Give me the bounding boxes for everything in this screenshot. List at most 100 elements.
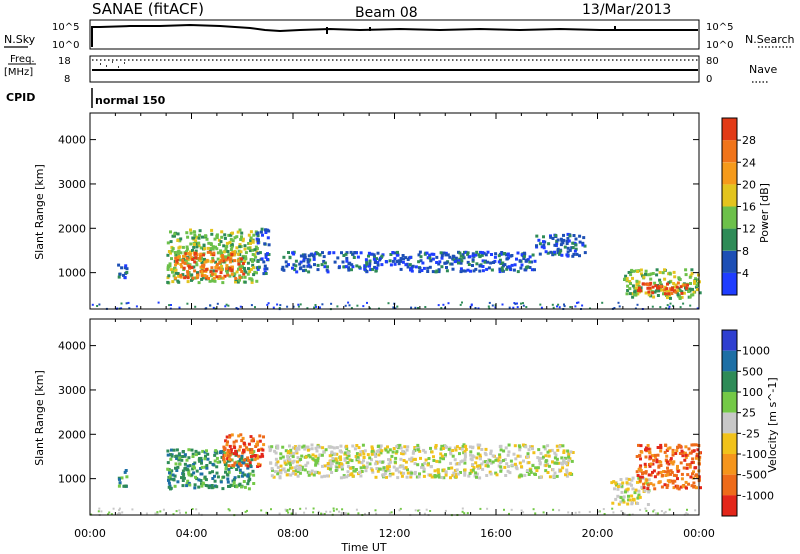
range-cell: [498, 453, 502, 457]
ground-cell: [110, 513, 113, 516]
range-cell: [459, 254, 463, 258]
y-tick-label: 3000: [58, 178, 86, 191]
range-cell: [255, 442, 259, 446]
range-cell: [447, 466, 451, 470]
range-cell: [646, 485, 650, 489]
range-cell: [535, 234, 539, 238]
range-cell: [285, 264, 289, 268]
ground-cell: [639, 508, 642, 511]
range-cell: [314, 252, 318, 256]
range-cell: [327, 445, 331, 449]
range-cell: [200, 484, 204, 488]
ground-cell: [246, 509, 248, 512]
range-cell: [440, 444, 444, 448]
range-cell: [694, 285, 698, 289]
range-cell: [489, 261, 493, 265]
range-cell: [190, 473, 194, 477]
range-cell: [684, 480, 688, 484]
range-cell: [166, 467, 170, 471]
range-cell: [340, 450, 344, 454]
range-cell: [622, 495, 626, 499]
range-cell: [653, 475, 657, 479]
range-cell: [611, 501, 615, 505]
range-cell: [370, 452, 374, 456]
range-cell: [230, 466, 234, 469]
range-cell: [185, 247, 189, 251]
range-cell: [538, 456, 542, 460]
range-cell: [450, 262, 454, 266]
range-cell: [350, 459, 354, 463]
range-cell: [380, 263, 384, 267]
range-cell: [478, 443, 482, 447]
range-cell: [456, 472, 460, 476]
range-cell: [330, 445, 334, 449]
range-cell: [176, 257, 180, 261]
range-cell: [248, 270, 252, 274]
range-cell: [370, 445, 374, 449]
range-cell: [550, 448, 554, 452]
range-cell: [221, 254, 225, 258]
noise-spikes: [326, 26, 616, 34]
range-cell: [359, 474, 363, 478]
range-cell: [240, 485, 243, 489]
range-cell: [193, 483, 197, 487]
range-cell: [548, 475, 552, 479]
range-cell: [174, 466, 177, 470]
range-cell: [347, 454, 351, 458]
range-cell: [177, 274, 181, 278]
range-cell: [417, 475, 421, 479]
range-cell: [542, 240, 545, 244]
range-cell: [192, 245, 196, 249]
ground-cell: [356, 304, 359, 307]
range-cell: [232, 478, 236, 482]
range-cell: [635, 283, 639, 287]
range-cell: [243, 485, 247, 489]
range-cell: [542, 243, 546, 247]
range-cell: [211, 470, 214, 474]
noise-right-bottom-tick: 10^0: [706, 40, 733, 51]
range-cell: [402, 471, 406, 475]
range-cell: [480, 448, 484, 451]
range-cell: [238, 482, 242, 486]
range-cell: [173, 484, 177, 488]
range-cell: [630, 292, 634, 296]
range-cell: [232, 481, 236, 484]
range-cell: [185, 231, 189, 235]
range-cell: [562, 233, 565, 237]
ground-cell: [121, 511, 124, 514]
range-cell: [168, 469, 172, 473]
range-cell: [394, 468, 398, 472]
range-cell: [221, 276, 225, 280]
range-cell: [558, 445, 562, 449]
range-cell: [295, 464, 299, 468]
range-cell: [188, 253, 192, 257]
range-cell: [474, 471, 478, 475]
range-cell: [398, 465, 402, 469]
range-cell: [227, 233, 231, 237]
range-cell: [282, 255, 286, 259]
ground-cell: [686, 513, 689, 516]
range-cell: [424, 458, 428, 462]
range-cell: [344, 451, 348, 455]
range-cell: [561, 444, 565, 448]
range-cell: [544, 250, 548, 254]
range-cell: [173, 266, 176, 270]
range-cell: [682, 466, 686, 470]
range-cell: [617, 502, 621, 506]
range-cell: [621, 481, 625, 485]
range-cell: [235, 468, 239, 471]
x-tick-label: 00:00: [74, 527, 106, 540]
range-cell: [544, 464, 548, 468]
range-cell: [340, 462, 343, 466]
range-cell: [387, 465, 391, 469]
range-cell: [460, 259, 464, 263]
range-cell: [270, 467, 274, 471]
ground-cell: [168, 304, 171, 307]
range-cell: [315, 470, 319, 474]
range-cell: [182, 476, 186, 480]
range-cell: [489, 449, 493, 453]
range-cell: [418, 266, 422, 270]
range-cell: [256, 462, 260, 466]
